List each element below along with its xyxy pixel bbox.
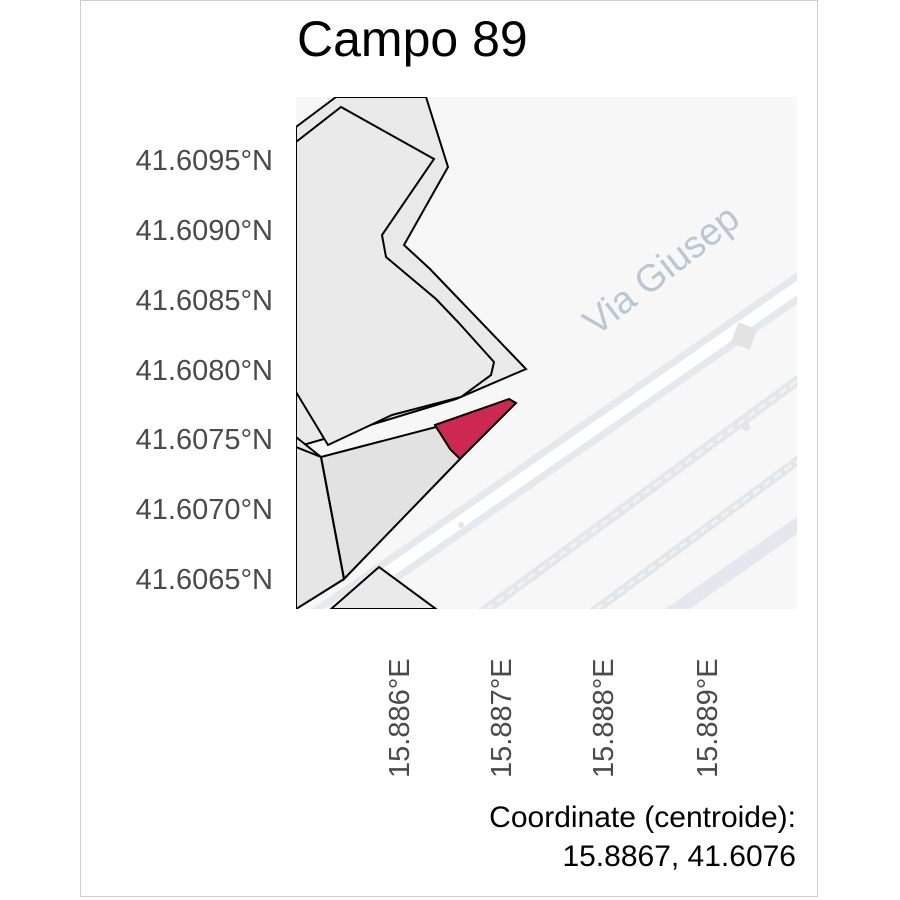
y-tick-label: 41.6065°N [135, 564, 273, 596]
centroid-caption-label: Coordinate (centroide): [489, 801, 796, 834]
y-tick-label: 41.6075°N [135, 424, 273, 456]
y-tick-label: 41.6090°N [135, 215, 273, 247]
parcel-shape [329, 565, 438, 609]
parcel-shape [296, 105, 496, 447]
map-title: Campo 89 [297, 11, 528, 67]
highlighted-parcel[interactable] [433, 397, 518, 461]
y-tick-label: 41.6070°N [135, 494, 273, 526]
parcel-layer [296, 97, 528, 609]
map-canvas: Via Giusep [296, 97, 797, 609]
x-tick-label: 15.887°E [486, 658, 518, 778]
x-tick-label: 15.888°E [588, 658, 620, 778]
x-tick-label: 15.889°E [692, 658, 724, 778]
street-label: Via Giusep [576, 197, 748, 344]
centroid-coordinates: 15.8867, 41.6076 [562, 840, 796, 873]
building-shape [730, 322, 758, 350]
y-tick-label: 41.6080°N [135, 355, 273, 387]
y-tick-label: 41.6085°N [135, 285, 273, 317]
y-tick-label: 41.6095°N [135, 145, 273, 177]
parcel-boundary-line [296, 446, 345, 580]
x-tick-label: 15.886°E [384, 658, 416, 778]
map-panel[interactable]: Via Giusep [296, 97, 797, 609]
plot-frame [80, 0, 818, 897]
